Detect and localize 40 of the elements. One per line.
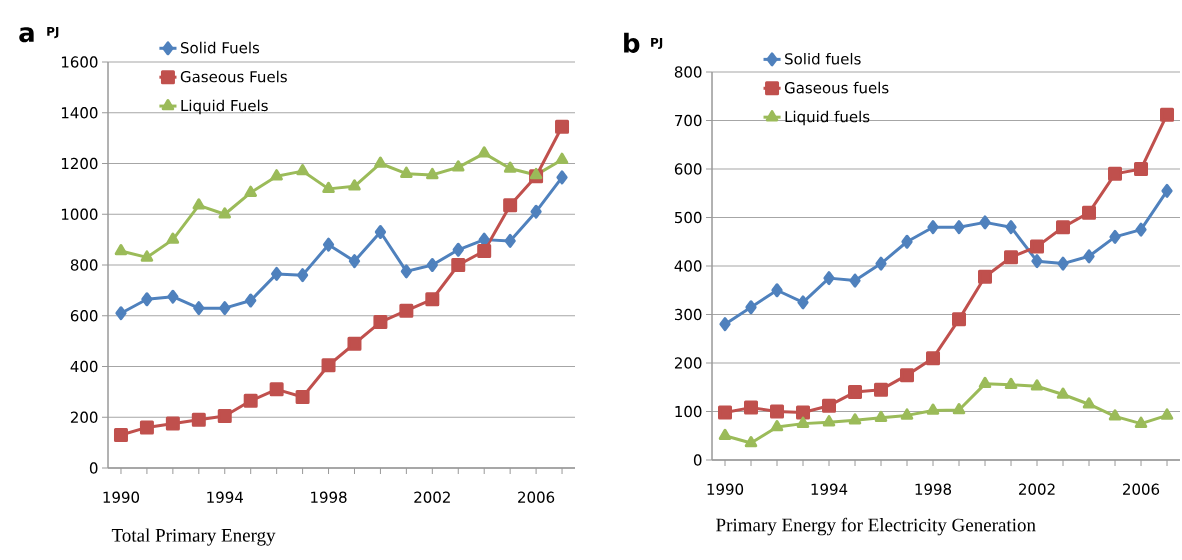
x-tick-label: 1998 — [311, 491, 347, 503]
y-tick-label: 0 — [89, 462, 98, 474]
x-tick-label: 1990 — [707, 483, 744, 495]
y-tick-label: 1000 — [61, 208, 98, 220]
chart-title: a — [19, 27, 34, 43]
x-tick-label: 2006 — [1123, 483, 1160, 495]
x-tick-label: 1994 — [811, 483, 848, 495]
legend-label: Gaseous fuels — [784, 81, 889, 94]
y-tick-label: 600 — [674, 163, 702, 175]
y-tick-label: 400 — [70, 360, 98, 373]
x-tick-label: 1998 — [915, 483, 952, 495]
legend-label: Solid Fuels — [180, 41, 260, 54]
y-tick-label: 800 — [674, 66, 702, 78]
y-tick-label: 0 — [693, 454, 702, 466]
y-tick-label: 800 — [70, 259, 98, 271]
x-axis-title: Primary Energy for Electricity Generation — [716, 517, 1036, 536]
y-tick-label: 1600 — [61, 56, 98, 68]
y-tick-label: 200 — [674, 357, 702, 369]
y-tick-label: 600 — [70, 310, 98, 322]
x-tick-label: 1990 — [103, 491, 140, 503]
legend-label: Gaseous Fuels — [180, 70, 287, 83]
legend-label: Liquid fuels — [785, 110, 870, 126]
y-tick-label: 100 — [675, 405, 702, 418]
y-tick-label: 200 — [70, 411, 98, 423]
x-tick-label: 2006 — [518, 491, 555, 503]
chart-title: b — [624, 32, 640, 53]
y-tick-label: 700 — [675, 114, 702, 127]
y-axis-title: PJ — [651, 37, 663, 50]
y-tick-label: 1400 — [61, 107, 98, 119]
y-tick-label: 300 — [674, 308, 702, 321]
legend-label: Liquid Fuels — [181, 99, 268, 115]
y-tick-label: 500 — [675, 211, 702, 224]
x-tick-label: 1994 — [207, 491, 243, 503]
x-tick-label: 2002 — [1019, 483, 1055, 495]
y-axis-title: PJ — [47, 27, 59, 39]
y-tick-label: 400 — [674, 260, 702, 272]
x-axis-title: Total Primary Energy — [111, 528, 276, 546]
x-tick-label: 2002 — [414, 491, 450, 503]
legend-label: Solid fuels — [785, 52, 861, 65]
y-tick-label: 1200 — [61, 157, 98, 170]
